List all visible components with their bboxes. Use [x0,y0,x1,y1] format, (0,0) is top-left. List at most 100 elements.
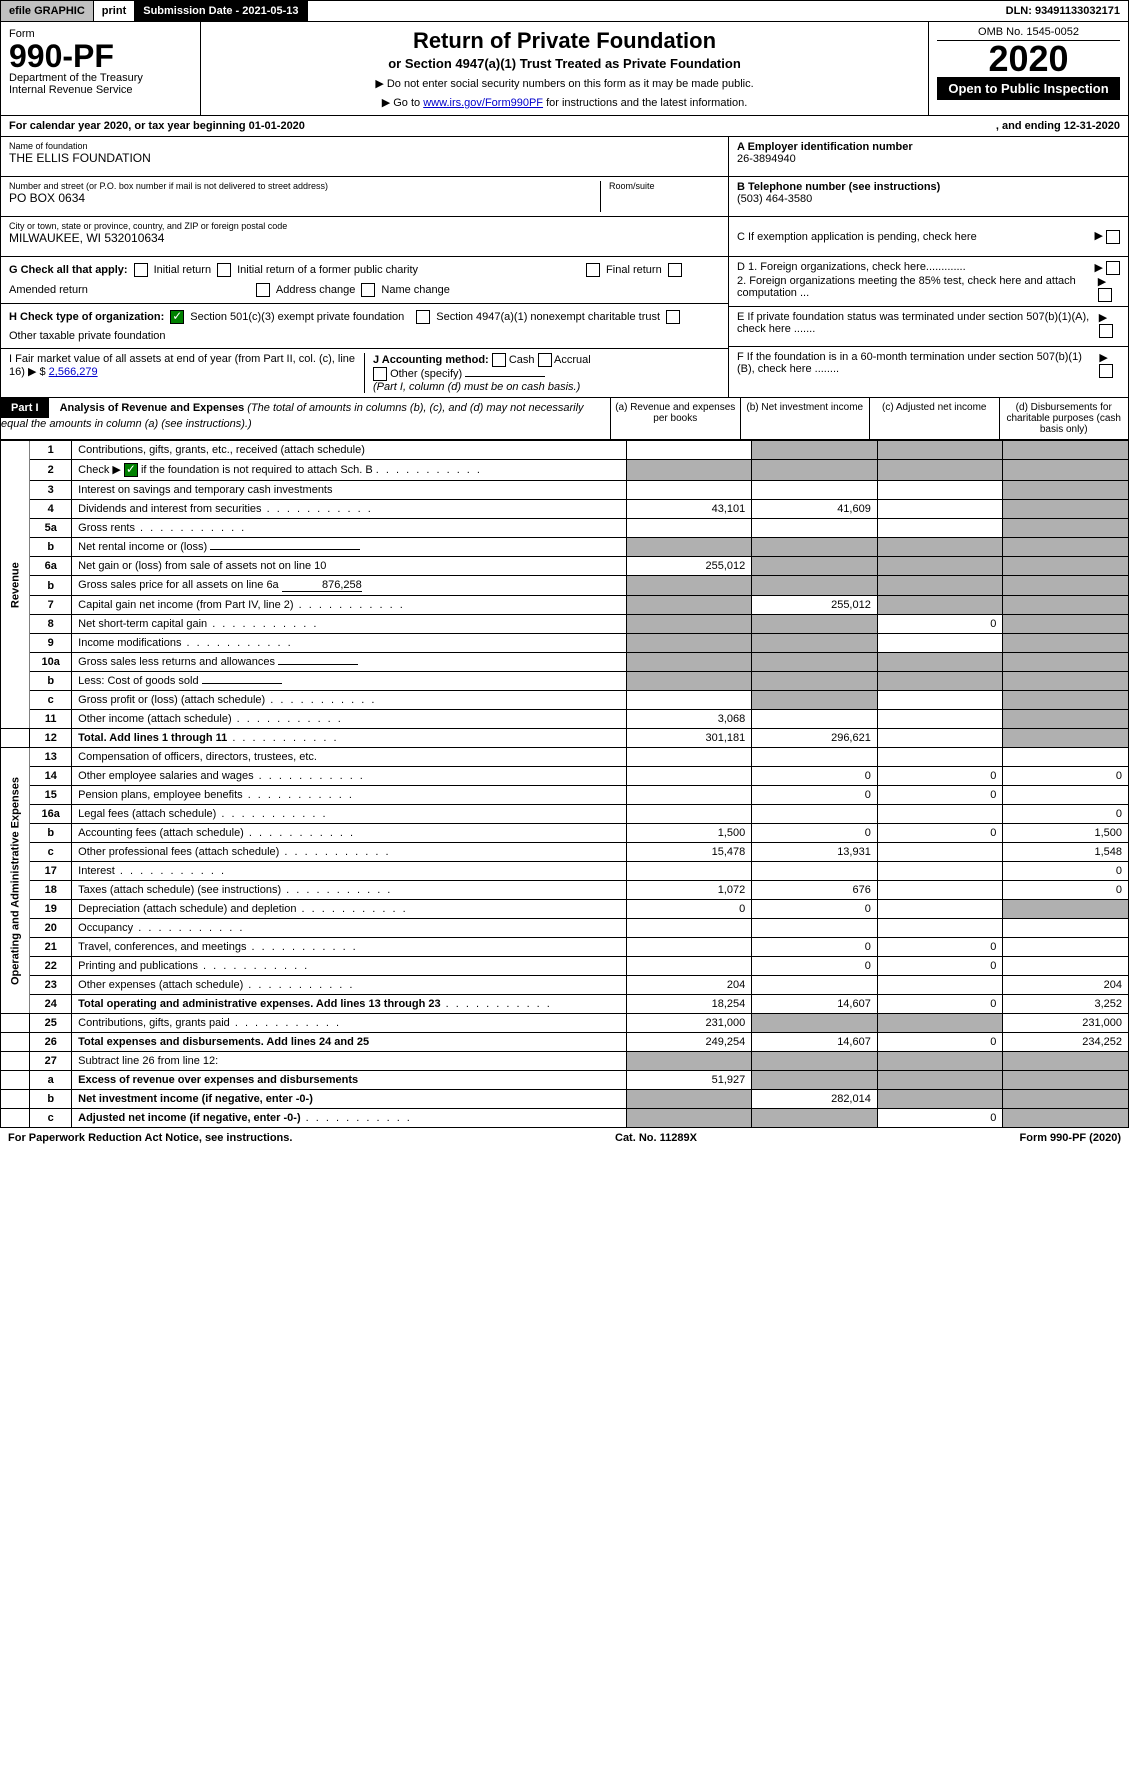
i-value[interactable]: 2,566,279 [49,366,98,378]
footer-right: Form 990-PF (2020) [1020,1132,1121,1144]
cell-value: 231,000 [626,1014,752,1033]
table-row: 24Total operating and administrative exp… [1,995,1129,1014]
row-desc: Gross sales price for all assets on line… [72,576,627,596]
chk-4947[interactable] [416,310,430,324]
table-row: 2 Check ▶ if the foundation is not requi… [1,460,1129,481]
table-row: 7Capital gain net income (from Part IV, … [1,596,1129,615]
phone-cell: B Telephone number (see instructions) (5… [729,177,1128,217]
row-num: a [30,1071,72,1090]
table-row: cAdjusted net income (if negative, enter… [1,1109,1129,1128]
row-num: 10a [30,653,72,672]
cell-value: 0 [752,957,878,976]
cell-value: 0 [877,957,1003,976]
chk-501c3[interactable] [170,310,184,324]
row-num: b [30,672,72,691]
row-desc: Other professional fees (attach schedule… [72,843,627,862]
name-value: THE ELLIS FOUNDATION [9,151,720,165]
row-num: c [30,691,72,710]
d1-label: D 1. Foreign organizations, check here..… [737,261,966,275]
table-row: Operating and Administrative Expenses 13… [1,748,1129,767]
row-num: 13 [30,748,72,767]
cell-value: 1,500 [626,824,752,843]
row-num: 26 [30,1033,72,1052]
header-center: Return of Private Foundation or Section … [201,22,928,115]
chk-final[interactable] [586,263,600,277]
table-row: cOther professional fees (attach schedul… [1,843,1129,862]
footer-left: For Paperwork Reduction Act Notice, see … [8,1132,292,1144]
city-label: City or town, state or province, country… [9,221,720,231]
chk-d2[interactable] [1098,288,1112,302]
row-num: 6a [30,557,72,576]
cell-value: 255,012 [626,557,752,576]
header-right: OMB No. 1545-0052 2020 Open to Public In… [928,22,1128,115]
d2-label: 2. Foreign organizations meeting the 85%… [737,275,1098,302]
cell-value: 14,607 [752,995,878,1014]
cell-value: 301,181 [626,729,752,748]
row-desc: Pension plans, employee benefits [72,786,627,805]
cell-value: 296,621 [752,729,878,748]
j-note: (Part I, column (d) must be on cash basi… [373,381,580,393]
lbl-accrual: Accrual [554,354,591,366]
chk-f[interactable] [1099,364,1113,378]
page-footer: For Paperwork Reduction Act Notice, see … [0,1128,1129,1148]
chk-other-tax[interactable] [666,310,680,324]
chk-addr-change[interactable] [256,283,270,297]
col-b-header: (b) Net investment income [741,398,871,439]
table-row: 9Income modifications [1,634,1129,653]
cell-value: 0 [877,938,1003,957]
chk-initial-former[interactable] [217,263,231,277]
cell-value: 204 [1003,976,1129,995]
submission-date: Submission Date - 2021-05-13 [135,1,307,21]
col-a-header: (a) Revenue and expenses per books [611,398,741,439]
row-desc: Total operating and administrative expen… [72,995,627,1014]
chk-amended[interactable] [668,263,682,277]
chk-accrual[interactable] [538,353,552,367]
table-row: 8Net short-term capital gain0 [1,615,1129,634]
form-subtitle: or Section 4947(a)(1) Trust Treated as P… [209,56,920,71]
lbl-other-spec: Other (specify) [390,368,462,380]
chk-other-spec[interactable] [373,367,387,381]
cell-value: 255,012 [752,596,878,615]
row-desc: Taxes (attach schedule) (see instruction… [72,881,627,900]
row-desc: Net short-term capital gain [72,615,627,634]
col-d-header: (d) Disbursements for charitable purpose… [1000,398,1129,439]
chk-cash[interactable] [492,353,506,367]
e-cell: E If private foundation status was termi… [729,307,1128,347]
box-h: H Check type of organization: Section 50… [1,304,728,349]
cell-value: 0 [877,1109,1003,1128]
address-cell: Number and street (or P.O. box number if… [1,177,728,217]
table-row: bNet investment income (if negative, ent… [1,1090,1129,1109]
row-num: 15 [30,786,72,805]
lbl-name-change: Name change [381,284,450,296]
row-num: 7 [30,596,72,615]
row-num: 22 [30,957,72,976]
chk-d1[interactable] [1106,261,1120,275]
chk-initial[interactable] [134,263,148,277]
row-num: 11 [30,710,72,729]
f-label: F If the foundation is in a 60-month ter… [737,351,1099,383]
part1-header-row: Part I Analysis of Revenue and Expenses … [0,398,1129,440]
note-ssn: ▶ Do not enter social security numbers o… [209,77,920,90]
chk-c[interactable] [1106,230,1120,244]
chk-name-change[interactable] [361,283,375,297]
row-num: c [30,843,72,862]
tax-year: 2020 [937,41,1120,77]
efile-graphic-button[interactable]: efile GRAPHIC [1,1,94,21]
cell-value: 13,931 [752,843,878,862]
chk-sch-b[interactable] [124,463,138,477]
cell-value: 0 [1003,862,1129,881]
irs-link[interactable]: www.irs.gov/Form990PF [423,97,543,109]
row-num: b [30,576,72,596]
row-desc: Interest [72,862,627,881]
f-cell: F If the foundation is in a 60-month ter… [729,347,1128,387]
dln-value: DLN: 93491133032171 [998,1,1128,21]
row-num: 16a [30,805,72,824]
form-header: Form 990-PF Department of the Treasury I… [0,22,1129,116]
cell-value: 234,252 [1003,1033,1129,1052]
lbl-addr-change: Address change [276,284,356,296]
cell-value: 0 [752,824,878,843]
chk-e[interactable] [1099,324,1113,338]
form-number: 990-PF [9,40,192,72]
print-button[interactable]: print [94,1,135,21]
note-link-post: for instructions and the latest informat… [546,97,747,109]
